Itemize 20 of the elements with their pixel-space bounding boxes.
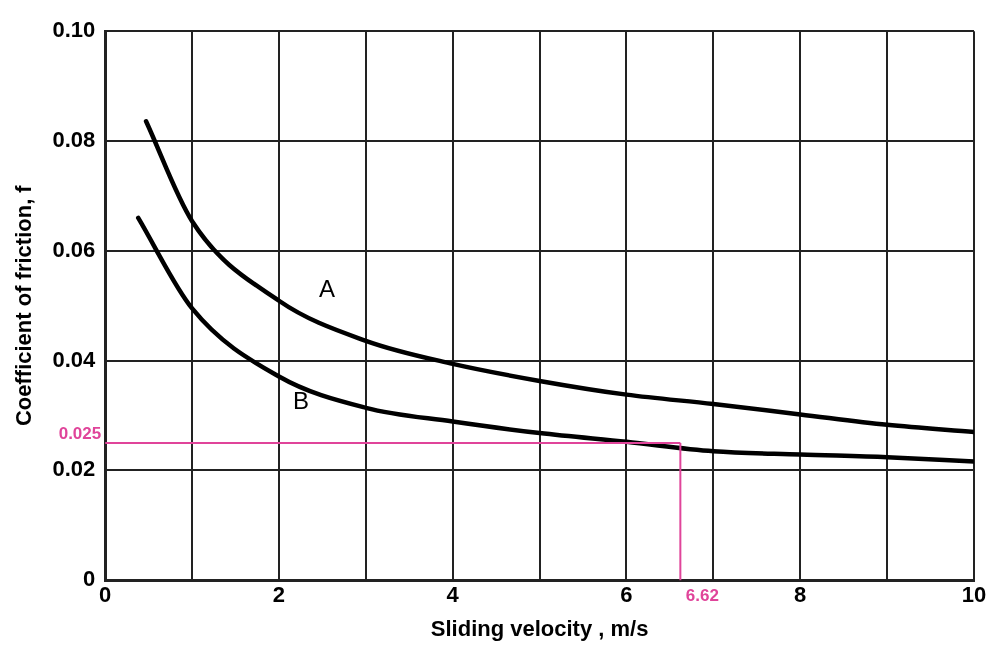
line-series [143, 118, 974, 435]
y-tick-label: 0.10 [52, 17, 96, 43]
y-tick-label: 0 [82, 566, 96, 592]
series-label: B [292, 387, 309, 415]
x-tick-label: 4 [446, 582, 460, 608]
ref-line-label: 0.025 [58, 424, 102, 444]
ref-line-label: 6.62 [685, 586, 719, 606]
series-label: A [318, 275, 335, 303]
y-tick-label: 0.06 [52, 236, 96, 262]
x-tick-label: 0 [99, 582, 112, 608]
y-axis-title: Coefficient of friction, f [11, 184, 37, 427]
x-axis-title: Sliding velocity , m/s [430, 615, 649, 641]
x-tick-label: 6 [620, 582, 633, 608]
line-series [135, 215, 974, 464]
x-tick-label: 2 [272, 582, 286, 608]
x-tick-label: 8 [794, 582, 807, 608]
y-tick-label: 0.04 [52, 346, 96, 372]
y-tick-label: 0.02 [52, 456, 96, 482]
x-tick-label: 10 [961, 582, 987, 608]
y-tick-label: 0.08 [52, 127, 96, 153]
